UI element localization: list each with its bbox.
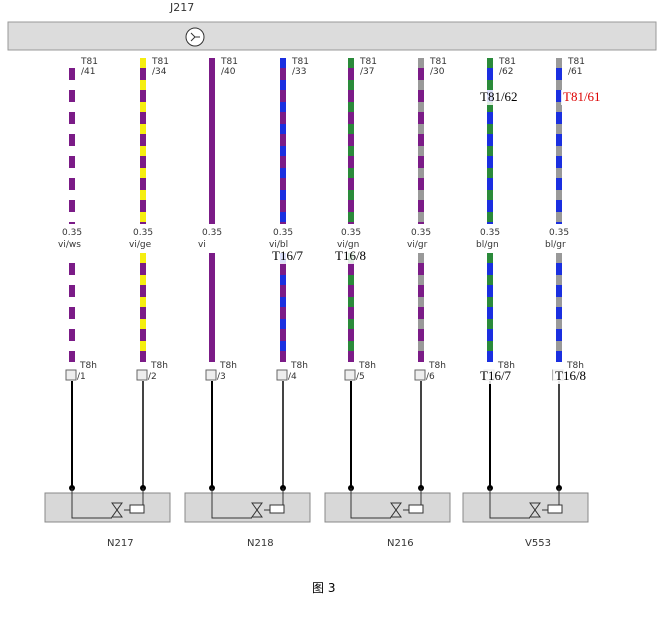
connector-label: T8h <box>290 361 308 371</box>
wire-gauge: 0.35 <box>341 228 361 238</box>
annotation-bg <box>478 369 528 384</box>
pin-label: T81 <box>429 57 447 67</box>
connector-label: T8h <box>358 361 376 371</box>
annotation: T81/62 <box>480 89 518 104</box>
control-unit-bar <box>7 21 657 51</box>
annotation: T16/7 <box>480 368 512 383</box>
coil <box>547 504 563 514</box>
component-box <box>44 492 171 523</box>
connector-number: /1 <box>77 372 86 382</box>
pin-label: T81 <box>359 57 377 67</box>
connector-label: T8h <box>497 361 515 371</box>
wire-gauge: 0.35 <box>62 228 82 238</box>
component-label: V553 <box>525 538 551 549</box>
pin-number: /34 <box>152 67 167 77</box>
wire-color: vi/gr <box>407 240 428 250</box>
wire-color: vi/ws <box>58 240 81 250</box>
annotation: T16/8 <box>335 248 366 263</box>
connector-number: /5 <box>356 372 365 382</box>
pin-label: T81 <box>567 57 585 67</box>
component-label: N217 <box>107 538 134 549</box>
coil <box>269 504 285 514</box>
wire-gauge: 0.35 <box>411 228 431 238</box>
connector-pin <box>136 369 148 381</box>
connector-pin <box>344 369 356 381</box>
connector-number: /3 <box>217 372 226 382</box>
caption: 图 3 <box>312 581 335 595</box>
pin-label: T81 <box>80 57 98 67</box>
annotation: T16/7 <box>272 248 304 263</box>
annotation-bg <box>561 90 611 105</box>
annotation-bg <box>478 90 528 105</box>
connector-pin <box>414 369 426 381</box>
connector-pin <box>276 369 288 381</box>
wire-gauge: 0.35 <box>202 228 222 238</box>
connector-number: /2 <box>148 372 157 382</box>
pin-number: /30 <box>430 67 445 77</box>
ground-symbol-glyph <box>190 32 200 42</box>
connector-label: T8h <box>566 361 584 371</box>
pin-number: /33 <box>292 67 306 77</box>
wire-gauge: 0.35 <box>273 228 293 238</box>
connector-number: /4 <box>288 372 297 382</box>
connector-label: T8h <box>219 361 237 371</box>
wire-color: vi/gn <box>337 240 359 250</box>
annotation-bg <box>553 369 603 384</box>
wire-color: vi <box>198 240 206 250</box>
valve-symbol <box>390 502 409 518</box>
wire-gauge: 0.35 <box>133 228 153 238</box>
annotation: T16/8 <box>555 368 586 383</box>
annotation-bg <box>270 249 320 264</box>
coil <box>129 504 145 514</box>
connector-label: T8h <box>79 361 97 371</box>
coil <box>408 504 424 514</box>
valve-symbol <box>111 502 130 518</box>
component-box <box>324 492 451 523</box>
wire-gauge: 0.35 <box>549 228 569 238</box>
wire-color: vi/bl <box>269 240 288 250</box>
connector-label: T8h <box>150 361 168 371</box>
connector-number: /6 <box>426 372 435 382</box>
pin-label: T81 <box>498 57 516 67</box>
component-label: N216 <box>387 538 414 549</box>
annotation: T81/61 <box>563 89 601 104</box>
component-box <box>462 492 589 523</box>
component-box <box>184 492 311 523</box>
pin-label: T81 <box>151 57 169 67</box>
connector-label: T8h <box>428 361 446 371</box>
connector-pin <box>205 369 217 381</box>
valve-symbol <box>529 502 548 518</box>
pin-number: /61 <box>568 67 582 77</box>
wire-gauge: 0.35 <box>480 228 500 238</box>
pin-number: /41 <box>81 67 95 77</box>
component-label: N218 <box>247 538 274 549</box>
valve-symbol <box>251 502 270 518</box>
pin-number: /40 <box>221 67 236 77</box>
unit-label: J217 <box>169 1 194 14</box>
connector-pin <box>65 369 77 381</box>
pin-number: /62 <box>499 67 513 77</box>
wire-color: bl/gn <box>476 240 499 250</box>
pin-label: T81 <box>291 57 309 67</box>
pin-number: /37 <box>360 67 374 77</box>
pin-label: T81 <box>220 57 238 67</box>
annotation-bg <box>333 249 383 264</box>
wire-color: vi/ge <box>129 240 152 250</box>
wire-color: bl/gr <box>545 240 566 250</box>
